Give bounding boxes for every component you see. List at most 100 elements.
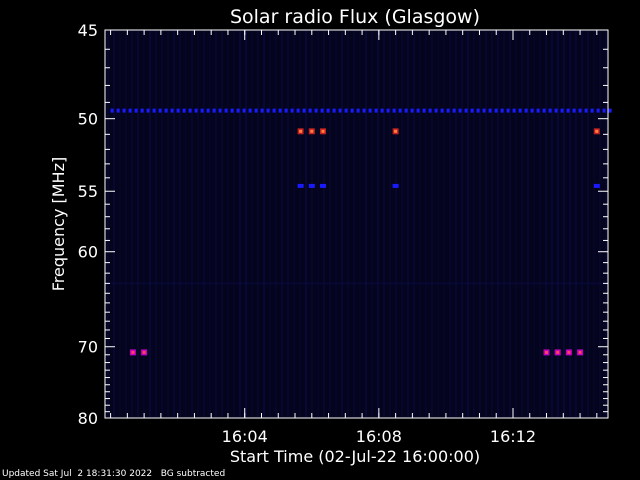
band-mark [374,108,378,113]
band-mark [344,108,348,113]
noise-stripe [275,31,277,417]
band-mark [224,108,228,113]
noise-stripe [491,31,493,417]
noise-stripe [107,31,109,417]
noise-stripe [335,31,337,417]
band-mark [236,108,240,113]
burst-spot [308,183,315,188]
noise-stripe [461,31,463,417]
plot-area [105,30,608,418]
noise-stripe [137,31,139,417]
band-mark [464,108,468,113]
y-tick-label: 80 [78,409,98,428]
faint-band [105,282,608,285]
band-mark [380,108,384,113]
band-mark [170,108,174,113]
burst-spot [545,350,548,354]
noise-stripe [539,31,541,417]
noise-stripe [131,31,133,417]
band-mark [296,108,300,113]
noise-stripe [113,31,115,417]
noise-stripe [551,31,553,417]
noise-stripe [593,31,595,417]
y-tick-label: 60 [78,243,98,262]
band-mark [206,108,210,113]
y-tick-label: 55 [78,182,98,201]
band-mark [536,108,540,113]
footer: Updated Sat Jul 2 18:31:30 2022 BG subtr… [2,469,225,479]
noise-stripe [473,31,475,417]
band-mark [488,108,492,113]
noise-stripe [413,31,415,417]
burst-spot [556,350,560,354]
band-mark [578,108,582,113]
background-stripes [105,31,608,417]
band-mark [308,108,312,113]
y-tick-label: 50 [78,110,98,129]
noise-stripe [587,31,589,417]
noise-stripe [599,31,601,417]
band-mark [182,108,186,113]
band-mark [584,108,588,113]
band-mark [260,108,264,113]
burst-spot [578,350,582,354]
noise-stripe [161,31,163,417]
burst-spot [131,350,135,354]
noise-stripe [215,31,217,417]
band-mark [446,108,450,113]
band-mark [278,108,282,113]
band-mark [356,108,360,113]
band-mark [314,108,318,113]
noise-stripe [119,31,121,417]
band-mark [176,108,180,113]
y-axis-label: Frequency [MHz] [49,157,68,291]
band-mark [458,108,462,113]
x-tick-label: 16:12 [490,427,536,446]
noise-stripe [227,31,229,417]
band-mark [350,108,354,113]
band-mark [242,108,246,113]
band-mark [110,108,114,113]
noise-stripe [365,31,367,417]
band-mark [428,108,432,113]
noise-stripe [371,31,373,417]
noise-stripe [239,31,241,417]
band-mark [338,108,342,113]
noise-stripe [179,31,181,417]
band-mark [476,108,480,113]
noise-stripe [443,31,445,417]
noise-stripe [353,31,355,417]
emission-features [110,108,612,356]
band-mark [560,108,564,113]
noise-stripe [293,31,295,417]
noise-stripe [479,31,481,417]
axis-ticks: 45 50 55 60 70 80 16:04 16:08 16:12 [78,21,608,446]
noise-stripe [359,31,361,417]
band-mark [266,108,270,113]
noise-stripe [377,31,379,417]
noise-stripe [329,31,331,417]
band-mark [506,108,510,113]
noise-stripe [155,31,157,417]
burst-spot [299,129,303,133]
x-tick-label: 16:08 [356,427,402,446]
noise-stripe [581,31,583,417]
burst-spot [394,129,398,133]
noise-stripe [317,31,319,417]
band-mark [590,108,594,113]
y-tick-label: 45 [78,21,98,40]
noise-stripe [515,31,517,417]
bg-note: BG subtracted [160,469,226,479]
band-mark [140,108,144,113]
noise-stripe [257,31,259,417]
band-mark [158,108,162,113]
burst-spot [320,183,326,188]
plot-frame [104,29,609,419]
noise-stripe [245,31,247,417]
noise-stripe [341,31,343,417]
band-mark [188,108,192,113]
band-mark [230,108,234,113]
band-mark [290,108,294,113]
noise-stripe [167,31,169,417]
band-mark [434,108,438,113]
